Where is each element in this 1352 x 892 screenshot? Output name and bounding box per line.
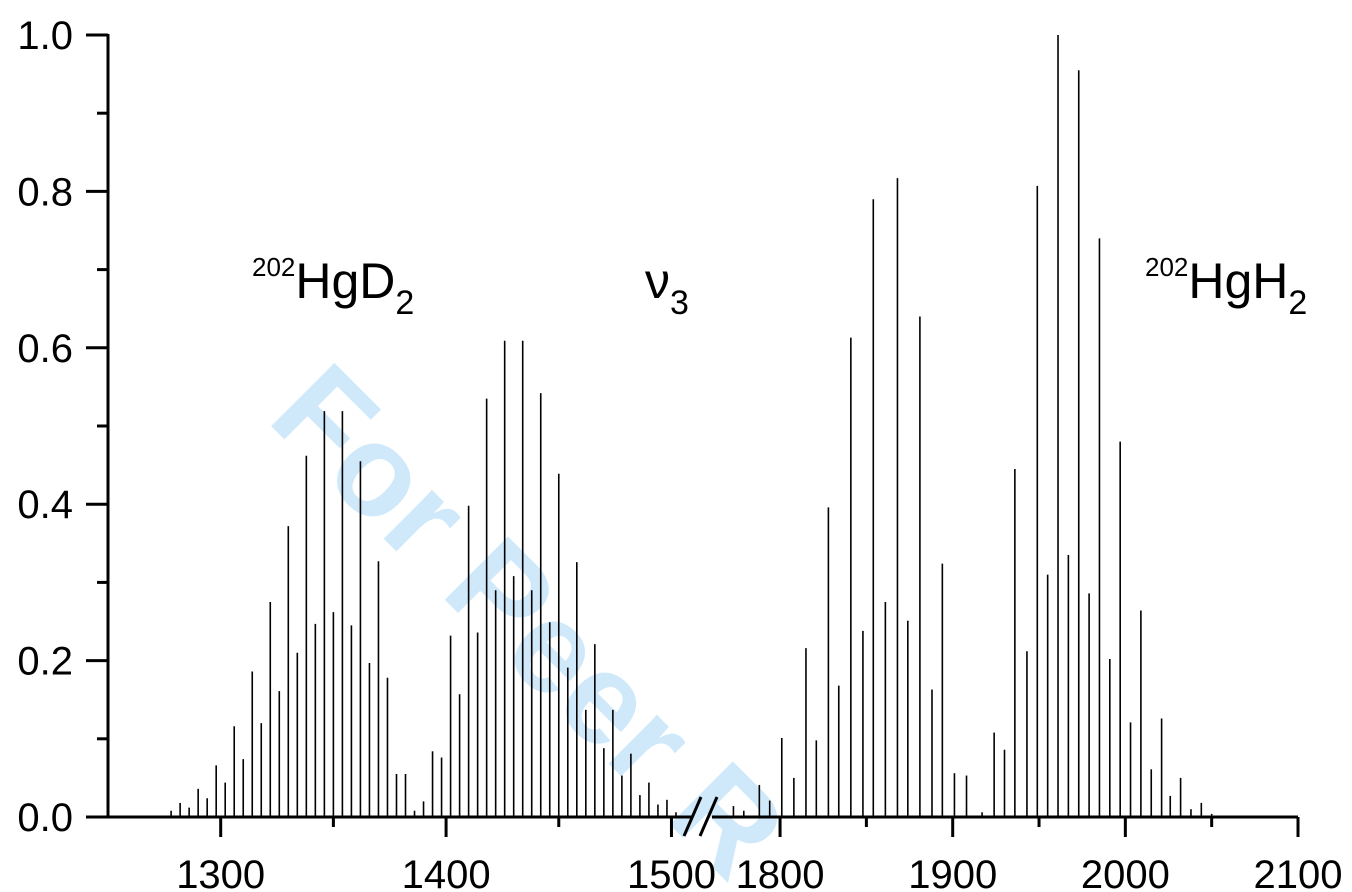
tick-labels: 0.0 0.2 0.4 0.6 0.8 1.0 1300 1400 1500 1800 1900 20… xyxy=(17,14,1342,892)
hgd2-label: 202HgD2 xyxy=(252,252,414,322)
axis-break-mark-1 xyxy=(682,796,703,837)
y-tick-label: 0.0 xyxy=(17,796,73,840)
x-tick-label: 2000 xyxy=(1081,853,1170,892)
y-tick-label: 1.0 xyxy=(17,14,73,58)
spectrum-sticks xyxy=(170,35,1213,817)
y-tick-label: 0.6 xyxy=(17,327,73,371)
watermark: For Peer R xyxy=(245,337,813,892)
x-tick-label: 1500 xyxy=(627,853,716,892)
x-tick-label: 1800 xyxy=(736,853,825,892)
nu3-label: ν3 xyxy=(645,253,689,322)
y-tick-label: 0.8 xyxy=(17,170,73,214)
x-tick-label: 1400 xyxy=(402,853,491,892)
x-tick-label: 1900 xyxy=(908,853,997,892)
hgh2-label: 202HgH2 xyxy=(1145,252,1307,322)
x-tick-label: 2100 xyxy=(1254,853,1343,892)
y-tick-label: 0.2 xyxy=(17,640,73,684)
y-tick-label: 0.4 xyxy=(17,483,73,527)
x-tick-label: 1300 xyxy=(176,853,265,892)
axis-break-mark-2 xyxy=(698,796,719,837)
